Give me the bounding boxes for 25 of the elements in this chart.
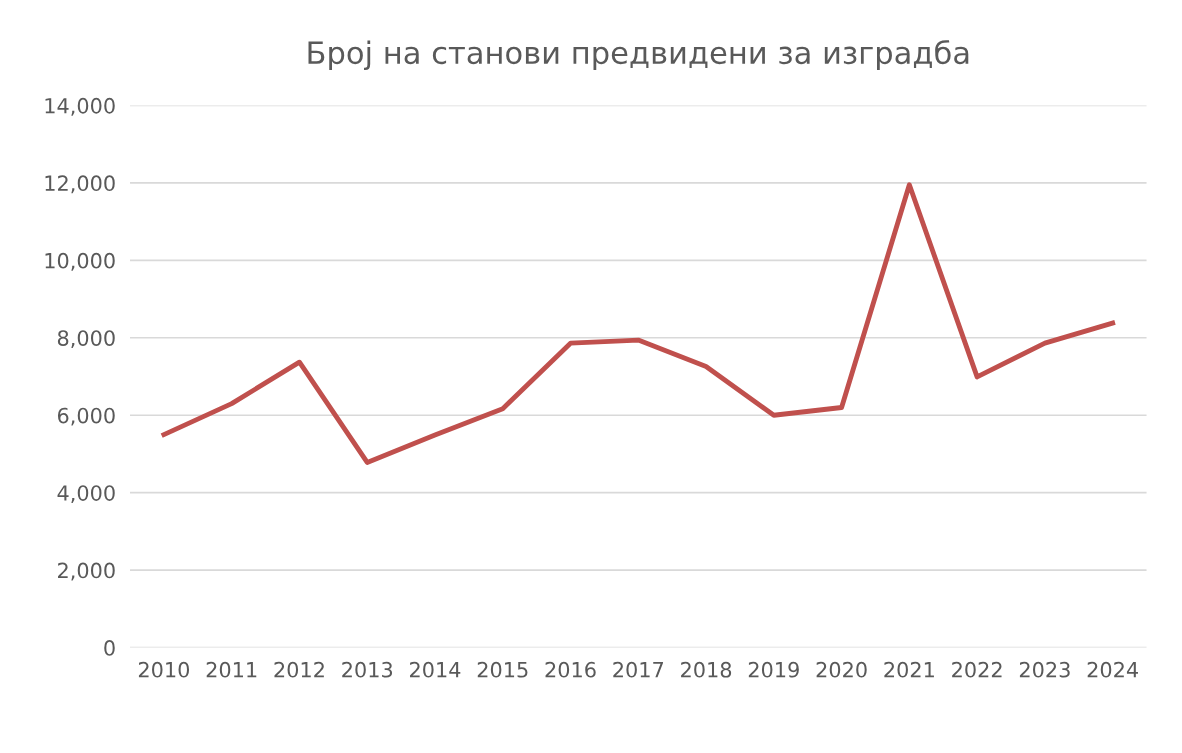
y-tick-label: 4,000	[57, 485, 115, 504]
x-tick-label: 2023	[1019, 661, 1070, 678]
x-tick-label: 2022	[952, 661, 1002, 678]
x-tick-label: 2011	[206, 661, 257, 678]
x-tick-label: 2014	[409, 661, 461, 678]
y-tick-label: 6,000	[57, 407, 115, 426]
x-tick-label: 2019	[748, 661, 799, 678]
line-series	[161, 182, 1116, 465]
x-tick-label: 2016	[545, 661, 596, 678]
y-tick-label: 14,000	[45, 97, 115, 116]
x-tick-label: 2010	[138, 661, 190, 678]
x-tick-label: 2021	[884, 661, 934, 678]
chart-title: Број на станови предвидени за изградба	[308, 40, 969, 71]
x-tick-label: 2018	[681, 661, 732, 678]
x-tick-label: 2013	[342, 661, 393, 678]
x-tick-label: 2012	[274, 661, 324, 678]
y-tick-label: 8,000	[57, 330, 115, 349]
y-tick-label: 0	[104, 640, 115, 656]
x-tick-label: 2024	[1087, 661, 1138, 678]
y-tick-label: 12,000	[45, 175, 115, 194]
x-tick-label: 2015	[477, 661, 528, 678]
x-tick-label: 2020	[816, 661, 867, 678]
y-tick-label: 10,000	[45, 252, 115, 271]
y-tick-label: 2,000	[58, 562, 115, 581]
x-tick-label: 2017	[613, 661, 664, 678]
